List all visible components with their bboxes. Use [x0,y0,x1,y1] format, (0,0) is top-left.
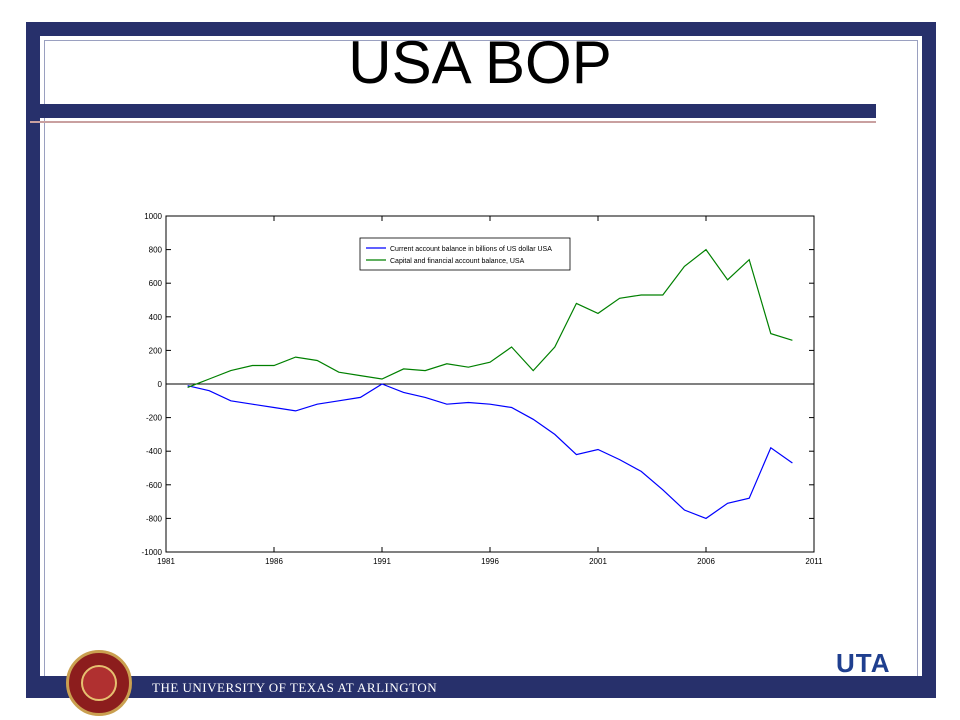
y-tick-label: 600 [149,279,163,288]
uta-logo: UTA [836,648,891,678]
x-tick-label: 1996 [481,557,499,566]
x-tick-label: 1986 [265,557,283,566]
y-tick-label: -600 [146,481,163,490]
y-tick-label: 200 [149,346,163,355]
x-tick-label: 2011 [805,557,823,566]
y-tick-label: 1000 [144,212,162,221]
legend-box [359,237,571,271]
y-tick-label: -1000 [142,548,163,557]
x-tick-label: 1991 [373,557,391,566]
x-tick-label: 2001 [589,557,607,566]
y-tick-label: -800 [146,514,163,523]
footer-university-name: THE UNIVERSITY OF TEXAS AT ARLINGTON [152,680,438,695]
footer-band [26,676,936,698]
slide-title: USA BOP [348,29,612,96]
university-seal-icon [66,650,132,716]
y-tick-label: 800 [149,246,163,255]
title-underline-thin [30,121,876,123]
x-tick-label: 2006 [697,557,715,566]
y-tick-label: 400 [149,313,163,322]
y-tick-label: -400 [146,447,163,456]
series-line-2 [187,248,793,388]
title-underline-bar [30,104,876,118]
x-tick-label: 1981 [157,557,175,566]
chart-container: -1000 -800 -600 -400 -200 0 200 400 600 800 1000 19… [120,190,840,580]
series-line-1 [187,383,793,520]
legend-label-1: Current account balance in billions of U… [390,246,552,253]
seal-star-icon [81,665,117,701]
legend-label-2: Capital and financial account balance, U… [390,258,525,265]
y-tick-label: 0 [158,380,163,389]
y-tick-label: -200 [146,414,163,423]
bop-line-chart: -1000 -800 -600 -400 -200 0 200 400 600 800 1000 19… [142,212,824,566]
